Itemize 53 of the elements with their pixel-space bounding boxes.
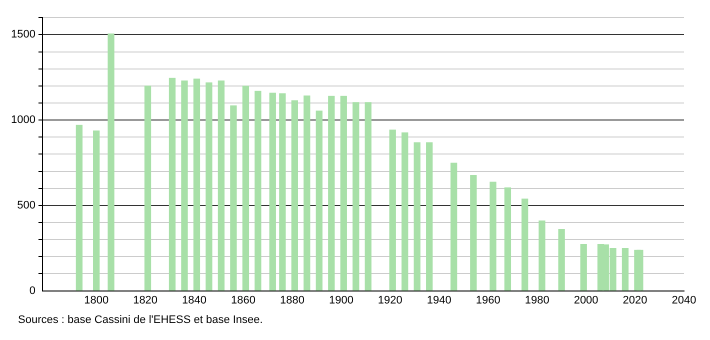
bar xyxy=(218,80,225,291)
bar xyxy=(279,93,286,291)
bar xyxy=(364,102,372,291)
x-tick-label: 2020 xyxy=(622,294,648,306)
bar xyxy=(622,248,629,291)
x-tick-label: 1940 xyxy=(426,294,452,306)
bar xyxy=(304,95,310,291)
x-tick-label: 1860 xyxy=(231,294,256,306)
bar xyxy=(414,142,420,291)
bar xyxy=(470,175,477,291)
y-tick-label: 0 xyxy=(29,284,36,297)
bar xyxy=(242,86,250,291)
bar xyxy=(636,250,644,291)
bar xyxy=(340,96,347,291)
bar xyxy=(522,198,528,291)
x-tick-label: 1920 xyxy=(378,294,402,306)
x-tick-label: 1840 xyxy=(182,294,207,306)
bar xyxy=(490,182,496,291)
y-tick-label: 1000 xyxy=(10,114,36,126)
x-tick-label: 1960 xyxy=(476,294,500,306)
bar xyxy=(193,78,200,291)
bar xyxy=(168,78,176,291)
bar xyxy=(144,86,152,291)
source-note: Sources : base Cassini de l'EHESS et base Insee. xyxy=(18,314,264,326)
bar xyxy=(580,244,587,291)
bar xyxy=(426,142,433,291)
bar xyxy=(402,132,408,291)
x-tick-label: 1880 xyxy=(280,294,304,306)
y-tick-label: 1500 xyxy=(10,28,36,41)
bar xyxy=(291,100,298,291)
bar xyxy=(93,130,100,291)
x-tick-label: 2000 xyxy=(574,294,598,306)
bar xyxy=(254,90,262,291)
bar xyxy=(538,220,546,291)
bar xyxy=(352,102,360,291)
bar xyxy=(389,130,396,291)
y-tick-label: 500 xyxy=(17,199,36,212)
x-tick-label: 1980 xyxy=(524,294,550,306)
x-tick-label: 1820 xyxy=(133,294,158,306)
x-tick-label: 1800 xyxy=(84,294,109,306)
bar xyxy=(504,187,512,291)
bar xyxy=(76,124,83,291)
bar xyxy=(558,229,565,291)
bar xyxy=(316,110,322,291)
bar xyxy=(181,80,188,291)
bar xyxy=(450,162,458,291)
bar xyxy=(108,33,114,291)
bar xyxy=(328,96,335,291)
bar xyxy=(230,105,237,291)
bar xyxy=(206,82,212,291)
x-tick-label: 2040 xyxy=(672,294,696,306)
x-tick-label: 1900 xyxy=(328,294,354,306)
bar xyxy=(269,92,276,291)
